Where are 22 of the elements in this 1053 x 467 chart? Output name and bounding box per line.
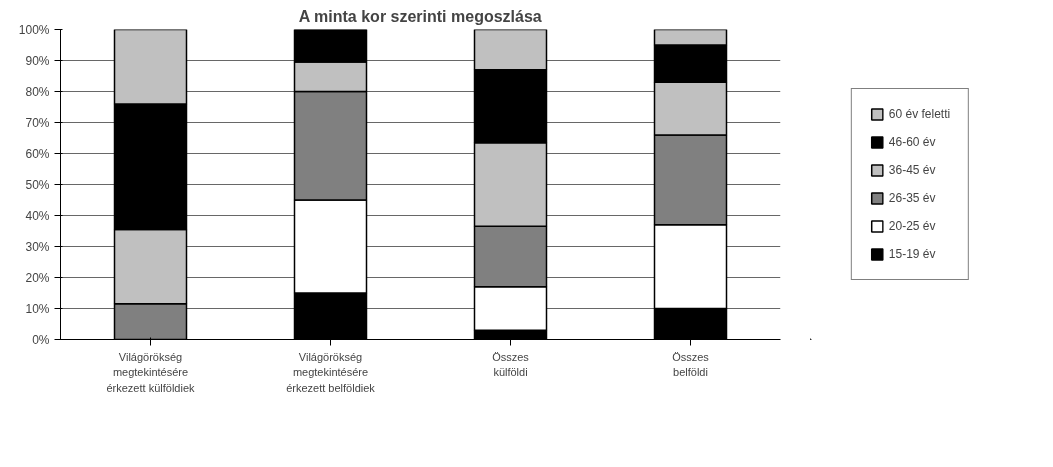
y-tick-label: 20% — [25, 270, 50, 285]
legend-label: 36-45 év — [888, 163, 936, 177]
x-tick-label: Összes belföldi — [672, 350, 710, 379]
y-tick-label: 70% — [25, 115, 50, 130]
y-tick-label: 90% — [25, 53, 50, 68]
legend-label: 46-60 év — [888, 135, 936, 149]
chart-title: A minta kor szerinti megoszlása — [298, 7, 542, 25]
y-tick-label: 80% — [25, 84, 50, 99]
legend-label: 20-25 év — [888, 219, 936, 233]
x-tick-label: Világörökség megtekintésére érkezett külföldiek — [106, 350, 196, 394]
y-tick-label: 0% — [32, 332, 50, 347]
legend-label: 15-19 év — [888, 247, 936, 261]
y-tick-label: 30% — [25, 239, 50, 254]
y-tick-label: 60% — [25, 146, 50, 161]
y-tick-label: 10% — [25, 301, 50, 316]
legend-label: 60 év feletti — [888, 107, 951, 121]
y-tick-label: 50% — [25, 177, 50, 192]
x-tick-label: Világörökség megtekintésére érkezett belföldiek — [286, 350, 376, 394]
y-tick-label: 40% — [25, 208, 50, 223]
x-tick-label: Összes külföldi — [492, 350, 530, 379]
legend-label: 26-35 év — [888, 191, 936, 205]
y-tick-label: 100% — [18, 22, 50, 37]
